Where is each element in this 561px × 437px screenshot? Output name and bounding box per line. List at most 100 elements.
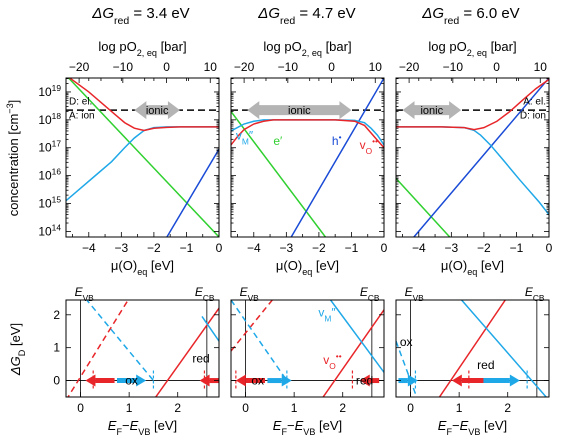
- y-tick-label: 0: [53, 374, 60, 388]
- ionic-label: ionic: [288, 105, 311, 117]
- series-cyan-dashed-line: [231, 300, 288, 381]
- bottom-panel-2: 0 1 2 EVB ECB EF−EVB [eV] ox red vM″ vO••: [230, 285, 385, 437]
- x-tick-label: −1: [180, 241, 194, 255]
- top-x-tick-label: −10: [443, 60, 464, 74]
- arrow-cyan-head: [281, 374, 292, 387]
- ecb-label: ECB: [360, 285, 380, 303]
- x-tick-label: −2: [312, 241, 326, 255]
- x-tick-label: 2: [504, 401, 511, 415]
- y-tick-label: 1018: [38, 111, 61, 127]
- electron-label: e′: [273, 134, 283, 148]
- panel-title: ΔGred = 6.0 eV: [421, 5, 519, 27]
- top-x-axis-label: log pO2, eq [bar]: [428, 39, 516, 58]
- y-tick-label: 1016: [38, 167, 61, 183]
- x-tick-label: −4: [247, 241, 261, 255]
- plot-area: ionic: [396, 78, 549, 237]
- hole-label: h•: [332, 132, 342, 148]
- series-cyan-dashed-line: [85, 300, 155, 382]
- ecb-label: ECB: [525, 285, 545, 303]
- series-green-line: [231, 111, 327, 237]
- acceptor-label: A: ion: [69, 110, 95, 121]
- series-cyan-line: [396, 126, 549, 216]
- x-tick-label: 0: [381, 241, 388, 255]
- top-x-tick-label: 0: [493, 60, 500, 74]
- y-tick-label: 1019: [38, 83, 61, 99]
- series-red-line: [68, 78, 219, 132]
- vo-label: vO••: [323, 351, 341, 371]
- ecb-label: ECB: [195, 285, 215, 303]
- series-red-line: [438, 300, 506, 397]
- x-tick-label: −1: [345, 241, 359, 255]
- x-tick-label: −3: [444, 241, 458, 255]
- top-x-tick-label: −10: [278, 60, 299, 74]
- panel-frame: [230, 77, 385, 238]
- top-x-axis-label: log pO2, eq [bar]: [98, 39, 186, 58]
- series-red-line: [322, 309, 384, 397]
- x-tick-label: 0: [242, 401, 249, 415]
- ox-label: ox: [125, 374, 138, 388]
- x-tick-label: 2: [174, 401, 181, 415]
- y-tick-label: 1015: [38, 195, 61, 211]
- top-x-tick-label: −10: [113, 60, 134, 74]
- x-tick-label: 0: [77, 401, 84, 415]
- series-blue-line: [166, 148, 219, 237]
- y-tick-label: 1: [53, 341, 60, 355]
- y-tick-label: 1014: [38, 222, 61, 238]
- plot-area: [396, 300, 549, 397]
- panel-frame: [395, 299, 550, 398]
- series-blue-line: [290, 78, 384, 237]
- series-red-line: [154, 307, 219, 397]
- evb-label: EVB: [240, 285, 260, 303]
- arrow-cyan-head: [407, 374, 418, 387]
- panel-title: ΔGred = 4.7 eV: [257, 5, 355, 27]
- bottom-panel-3: 0 1 2 EVB ECB EF−EVB [eV] ox red: [395, 285, 550, 437]
- y-tick-label: 1017: [38, 139, 61, 155]
- plot-area: ionic: [66, 78, 219, 237]
- x-tick-label: −4: [412, 241, 426, 255]
- series-cyan-line: [461, 300, 548, 397]
- red-label: red: [477, 358, 494, 372]
- x-axis-label: EF−EVB [eV]: [273, 418, 342, 437]
- ionic-arrow: [402, 101, 462, 120]
- series-red-dashed-line: [231, 300, 273, 352]
- top-panel-2: ΔGred = 4.7 eV log pO2, eq [bar] ionic −4 −3…: [230, 5, 388, 277]
- top-x-tick-label: −20: [399, 60, 420, 74]
- top-x-axis-label: log pO2, eq [bar]: [263, 39, 351, 58]
- x-tick-label: −3: [114, 241, 128, 255]
- x-axis-label: μ(O)eq [eV]: [441, 258, 504, 277]
- x-tick-label: 0: [216, 241, 223, 255]
- evb-label: EVB: [405, 285, 425, 303]
- donor-label: D: ion: [520, 110, 546, 121]
- arrow-red-head: [199, 374, 210, 387]
- y-axis-label-group: concentration [cm−3]: [5, 100, 21, 217]
- top-panel-3: ΔGred = 6.0 eV log pO2, eq [bar] ionic −4 −3…: [395, 5, 553, 277]
- series-cyan-line: [201, 316, 219, 342]
- panel-frame: [230, 299, 385, 398]
- y-tick-label: 2: [53, 308, 60, 322]
- series-green-line: [396, 177, 451, 237]
- x-tick-label: −4: [82, 241, 96, 255]
- top-x-tick-label: 10: [204, 60, 218, 74]
- top-x-tick-label: 10: [369, 60, 383, 74]
- panel-title: ΔGred = 3.4 eV: [91, 5, 189, 27]
- x-axis-label: EF−EVB [eV]: [438, 418, 507, 437]
- plot-area: [66, 300, 219, 397]
- panel-frame: [65, 77, 220, 238]
- series-red-line: [231, 119, 384, 149]
- series-cyan-line: [66, 126, 219, 202]
- top-panel-1: ΔGred = 3.4 eV log pO2, eq [bar] ionic −4 −3…: [38, 5, 222, 277]
- x-tick-label: −2: [477, 241, 491, 255]
- x-tick-label: −1: [510, 241, 524, 255]
- top-x-tick-label: 0: [328, 60, 335, 74]
- x-axis-label: μ(O)eq [eV]: [276, 258, 339, 277]
- series-red-line: [396, 78, 549, 131]
- evb-label: EVB: [75, 285, 95, 303]
- arrow-red-head: [359, 374, 370, 387]
- red-label: red: [356, 374, 373, 388]
- ionic-label: ionic: [420, 105, 443, 117]
- ionic-label: ionic: [146, 105, 169, 117]
- arrow-cyan-head: [509, 374, 520, 387]
- series-blue-line: [413, 78, 549, 237]
- x-tick-label: −2: [147, 241, 161, 255]
